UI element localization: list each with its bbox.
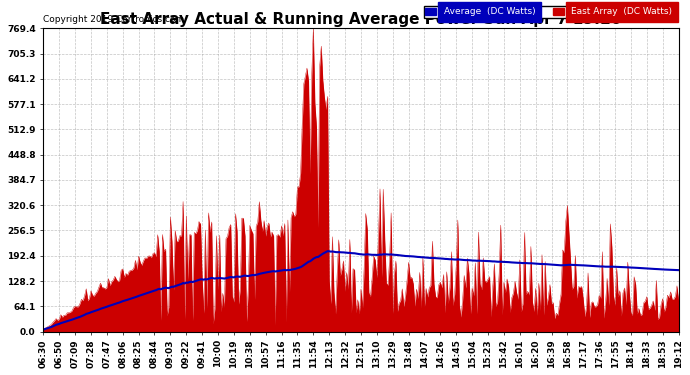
Text: Copyright 2019 Cartronics.com: Copyright 2019 Cartronics.com bbox=[43, 15, 185, 24]
Legend: Average  (DC Watts), East Array  (DC Watts): Average (DC Watts), East Array (DC Watts… bbox=[424, 6, 674, 18]
Title: East Array Actual & Running Average Power Sun Apr 7 19:20: East Array Actual & Running Average Powe… bbox=[100, 12, 622, 27]
